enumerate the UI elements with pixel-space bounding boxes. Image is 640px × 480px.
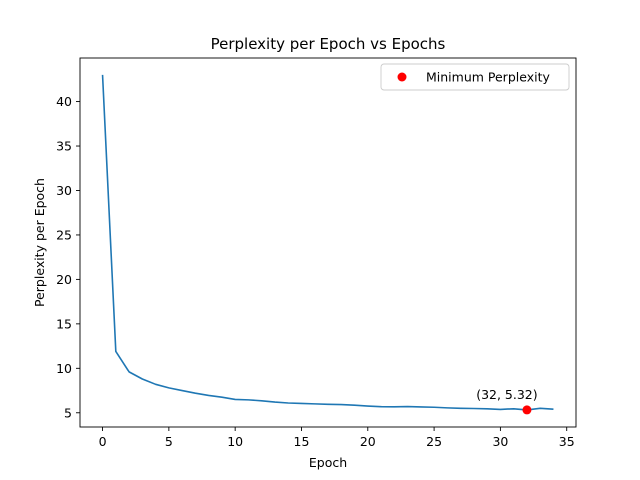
x-tick-label: 25 (426, 434, 442, 449)
perplexity-line (101, 74, 554, 411)
legend-box (380, 63, 570, 91)
x-tick-label: 35 (559, 434, 575, 449)
y-tick-label: 20 (56, 272, 72, 287)
plot-frame (79, 57, 577, 428)
legend-entry-minimum-perplexity: Minimum Perplexity (426, 70, 550, 85)
chart-title: Perplexity per Epoch vs Epochs (211, 35, 446, 53)
x-tick-label: 30 (492, 434, 508, 449)
plot-area (80, 58, 576, 427)
y-tick-label: 10 (56, 361, 72, 376)
legend: Minimum Perplexity (380, 63, 570, 91)
y-tick-label: 25 (56, 227, 72, 242)
minimum-perplexity-point (522, 405, 532, 415)
x-tick-label: 10 (227, 434, 243, 449)
y-tick-label: 40 (56, 94, 72, 109)
x-tick-label: 5 (165, 434, 173, 449)
series-layer: (32, 5.32) (101, 74, 554, 415)
x-tick-label: 20 (360, 434, 376, 449)
ticks-layer: 0 5 10 15 20 25 30 35 5 10 15 20 25 30 35 40 (56, 94, 575, 449)
minimum-annotation: (32, 5.32) (476, 387, 537, 402)
y-tick-label: 35 (56, 139, 72, 154)
legend-marker-icon (397, 72, 407, 82)
y-tick-label: 15 (56, 316, 72, 331)
x-axis-label: Epoch (309, 455, 347, 470)
y-tick-label: 30 (56, 183, 72, 198)
x-tick-label: 15 (294, 434, 310, 449)
y-axis-label: Perplexity per Epoch (32, 178, 47, 307)
x-tick-label: 0 (99, 434, 107, 449)
y-tick-label: 5 (64, 405, 72, 420)
